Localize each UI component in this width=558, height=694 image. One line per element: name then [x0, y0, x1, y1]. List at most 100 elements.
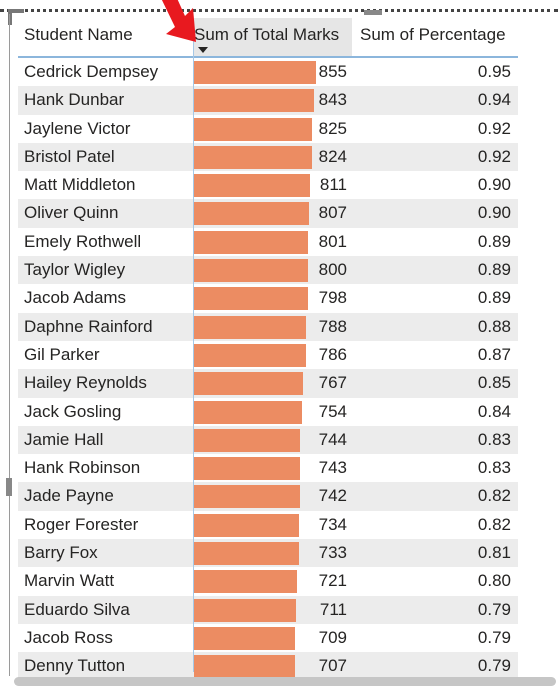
data-bar	[194, 626, 296, 650]
data-bar	[194, 174, 310, 198]
sort-descending-icon[interactable]	[198, 47, 208, 53]
total-marks-cell: 786	[318, 344, 347, 364]
table-header: Student Name Sum of Total Marks Sum of P…	[18, 18, 518, 58]
table-row[interactable]: Daphne Rainford 788 0.88	[18, 312, 518, 341]
percentage-cell: 0.90	[477, 203, 511, 223]
student-name-cell: Daphne Rainford	[24, 316, 153, 336]
data-bar	[194, 400, 302, 424]
table-row[interactable]: Jacob Ross 709 0.79	[18, 624, 518, 652]
total-marks-cell: 742	[318, 486, 347, 506]
total-marks-cell: 711	[319, 599, 347, 619]
student-name-cell: Roger Forester	[24, 514, 139, 534]
data-bar	[194, 570, 297, 594]
percentage-cell: 0.92	[477, 146, 511, 166]
total-marks-cell: 825	[318, 118, 347, 138]
percentage-cell: 0.82	[477, 486, 511, 506]
column-header-student-name[interactable]: Student Name	[24, 18, 133, 56]
student-name-cell: Barry Fox	[24, 543, 98, 563]
student-name-cell: Cedrick Dempsey	[24, 62, 159, 81]
resize-top-handle[interactable]	[364, 10, 382, 15]
data-bar	[194, 315, 307, 339]
table-row[interactable]: Matt Middleton 811 0.90	[18, 171, 518, 199]
percentage-cell: 0.92	[477, 118, 511, 138]
total-marks-cell: 734	[318, 514, 347, 534]
table-row[interactable]: Marvin Watt 721 0.80	[18, 567, 518, 595]
total-marks-cell: 798	[318, 288, 347, 308]
table-row[interactable]: Jaylene Victor 825 0.92	[18, 115, 518, 143]
data-bar	[194, 542, 299, 566]
table-row[interactable]: Jacob Adams 798 0.89	[18, 284, 518, 312]
column-header-percentage[interactable]: Sum of Percentage	[360, 18, 506, 56]
percentage-cell: 0.90	[477, 175, 511, 195]
student-name-cell: Hank Robinson	[24, 458, 141, 478]
total-marks-cell: 743	[318, 458, 347, 478]
table-row[interactable]: Hank Robinson 743 0.83	[18, 454, 518, 482]
table-row[interactable]: Roger Forester 734 0.82	[18, 511, 518, 539]
student-name-cell: Jaylene Victor	[24, 118, 131, 138]
percentage-cell: 0.89	[477, 260, 511, 280]
data-bar	[194, 287, 308, 311]
table-row[interactable]: Oliver Quinn 807 0.90	[18, 199, 518, 228]
total-marks-cell: 707	[318, 656, 347, 676]
table-row[interactable]: Taylor Wigley 800 0.89	[18, 256, 518, 285]
percentage-cell: 0.79	[477, 627, 511, 647]
resize-left-handle[interactable]	[6, 478, 12, 496]
resize-corner-handle[interactable]	[8, 9, 24, 25]
data-bar	[194, 598, 296, 622]
percentage-cell: 0.80	[477, 571, 511, 591]
data-bar	[194, 259, 309, 283]
data-bar	[194, 202, 310, 226]
red-arrow-icon	[161, 0, 196, 42]
total-marks-cell: 801	[318, 231, 347, 251]
table-row[interactable]: Cedrick Dempsey 855 0.95	[18, 58, 518, 86]
total-marks-cell: 855	[318, 62, 347, 81]
student-name-cell: Jacob Adams	[24, 288, 127, 308]
student-name-cell: Gil Parker	[24, 344, 100, 364]
data-bar	[194, 230, 309, 254]
data-bar	[194, 61, 316, 84]
student-name-cell: Hailey Reynolds	[24, 373, 147, 393]
table-row[interactable]: Gil Parker 786 0.87	[18, 341, 518, 369]
data-bar	[194, 145, 312, 169]
percentage-cell: 0.82	[477, 514, 511, 534]
data-bar	[194, 428, 301, 452]
table-row[interactable]: Emely Rothwell 801 0.89	[18, 228, 518, 256]
table-body: Cedrick Dempsey 855 0.95 Hank Dunbar 843 0.94…	[18, 58, 518, 681]
data-bar	[194, 372, 304, 396]
total-marks-cell: 721	[318, 571, 347, 591]
table-row[interactable]: Barry Fox 733 0.81	[18, 539, 518, 568]
table-row[interactable]: Jamie Hall 744 0.83	[18, 425, 518, 455]
student-name-cell: Jade Payne	[24, 486, 114, 506]
student-name-cell: Denny Tutton	[24, 656, 126, 676]
data-bar	[194, 485, 300, 509]
total-marks-cell: 843	[318, 90, 347, 110]
percentage-cell: 0.95	[477, 62, 511, 81]
horizontal-scrollbar[interactable]	[14, 677, 556, 686]
table-row[interactable]: Jade Payne 742 0.82	[18, 482, 518, 511]
selection-border	[0, 9, 558, 12]
total-marks-cell: 811	[319, 175, 347, 195]
data-bar	[194, 457, 300, 481]
student-name-cell: Taylor Wigley	[24, 260, 126, 280]
total-marks-cell: 709	[318, 627, 347, 647]
student-name-cell: Eduardo Silva	[24, 599, 130, 619]
student-name-cell: Hank Dunbar	[24, 90, 125, 110]
table-row[interactable]: Jack Gosling 754 0.84	[18, 398, 518, 426]
total-marks-cell: 754	[318, 401, 347, 421]
student-name-cell: Jack Gosling	[24, 401, 122, 421]
table-row[interactable]: Hank Dunbar 843 0.94	[18, 86, 518, 115]
column-header-label: Student Name	[24, 25, 133, 44]
table-row[interactable]: Hailey Reynolds 767 0.85	[18, 369, 518, 398]
data-bar	[194, 117, 312, 141]
percentage-cell: 0.83	[477, 458, 511, 478]
column-header-total-marks[interactable]: Sum of Total Marks	[194, 18, 352, 56]
total-marks-cell: 824	[318, 146, 347, 166]
percentage-cell: 0.89	[477, 288, 511, 308]
column-divider	[193, 20, 194, 672]
percentage-cell: 0.79	[477, 599, 511, 619]
table-row[interactable]: Denny Tutton 707 0.79	[18, 652, 518, 681]
table-row[interactable]: Eduardo Silva 711 0.79	[18, 595, 518, 624]
total-marks-cell: 788	[318, 316, 347, 336]
table-row[interactable]: Bristol Patel 824 0.92	[18, 142, 518, 172]
